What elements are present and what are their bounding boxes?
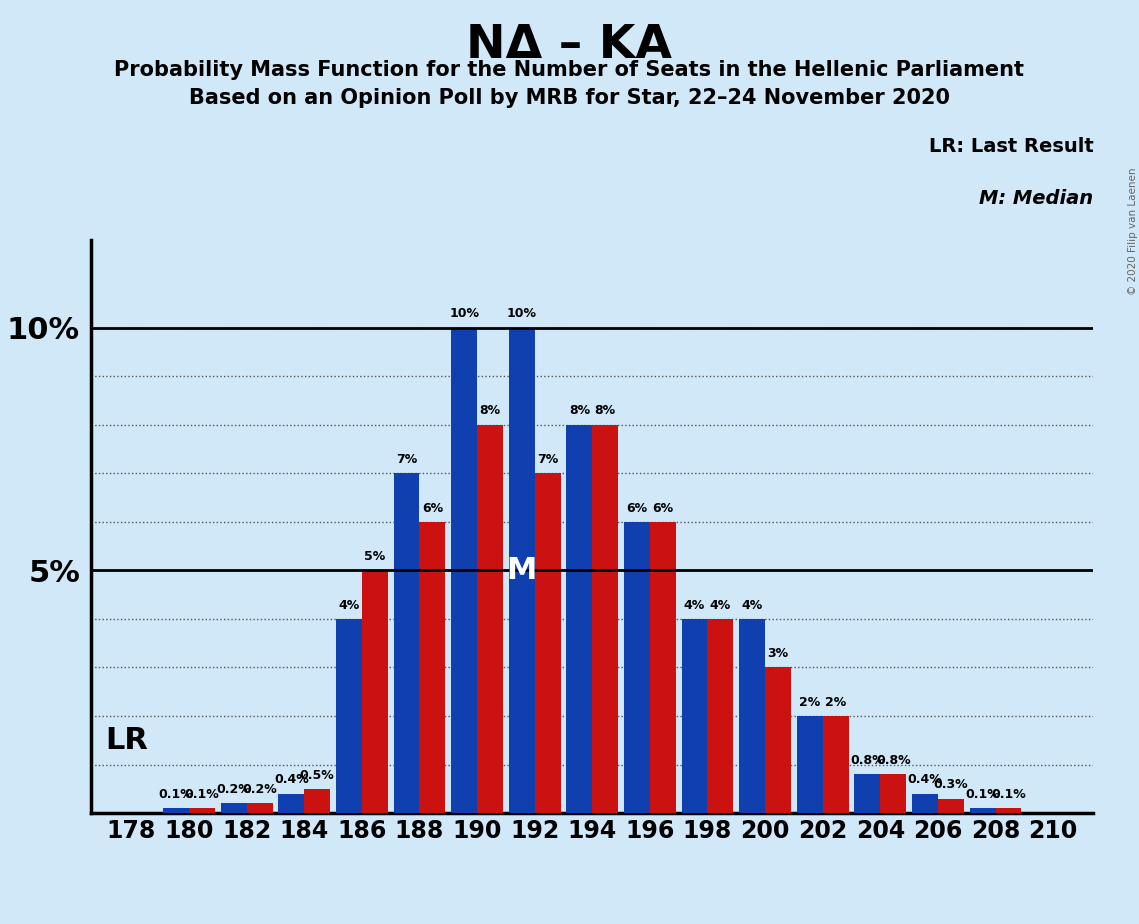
Bar — [304, 789, 330, 813]
Text: 4%: 4% — [338, 599, 360, 612]
Bar — [822, 716, 849, 813]
Text: 5%: 5% — [364, 550, 385, 563]
Text: 0.4%: 0.4% — [908, 773, 942, 786]
Bar — [995, 808, 1022, 813]
Text: 10%: 10% — [449, 308, 480, 321]
Text: 6%: 6% — [421, 502, 443, 515]
Text: LR: Last Result: LR: Last Result — [928, 137, 1093, 156]
Bar — [419, 522, 445, 813]
Bar — [451, 328, 477, 813]
Text: LR: LR — [106, 726, 148, 755]
Text: 8%: 8% — [480, 405, 501, 418]
Text: © 2020 Filip van Laenen: © 2020 Filip van Laenen — [1129, 167, 1138, 295]
Bar — [797, 716, 822, 813]
Text: 4%: 4% — [710, 599, 731, 612]
Text: 2%: 2% — [800, 696, 820, 709]
Bar — [278, 794, 304, 813]
Text: 0.1%: 0.1% — [965, 788, 1000, 801]
Text: 0.4%: 0.4% — [273, 773, 309, 786]
Text: 10%: 10% — [507, 308, 536, 321]
Bar — [566, 425, 592, 813]
Text: 8%: 8% — [595, 405, 616, 418]
Text: 0.8%: 0.8% — [876, 754, 910, 767]
Bar — [681, 619, 707, 813]
Text: 7%: 7% — [536, 453, 558, 466]
Text: 0.1%: 0.1% — [158, 788, 194, 801]
Bar — [650, 522, 675, 813]
Bar — [163, 808, 189, 813]
Bar — [707, 619, 734, 813]
Text: 0.8%: 0.8% — [850, 754, 885, 767]
Text: Probability Mass Function for the Number of Seats in the Hellenic Parliament: Probability Mass Function for the Number… — [115, 60, 1024, 80]
Text: 0.2%: 0.2% — [243, 784, 277, 796]
Bar — [336, 619, 362, 813]
Bar — [394, 473, 419, 813]
Bar — [247, 803, 272, 813]
Text: M: M — [507, 556, 536, 585]
Text: 3%: 3% — [768, 647, 788, 660]
Text: Based on an Opinion Poll by MRB for Star, 22–24 November 2020: Based on an Opinion Poll by MRB for Star… — [189, 88, 950, 108]
Text: M: Median: M: Median — [980, 188, 1093, 208]
Text: 7%: 7% — [396, 453, 417, 466]
Bar — [969, 808, 995, 813]
Text: 0.1%: 0.1% — [185, 788, 220, 801]
Bar — [189, 808, 215, 813]
Text: 6%: 6% — [653, 502, 673, 515]
Text: 0.2%: 0.2% — [216, 784, 251, 796]
Bar — [362, 570, 387, 813]
Text: 2%: 2% — [825, 696, 846, 709]
Text: 0.5%: 0.5% — [300, 769, 335, 782]
Bar — [937, 798, 964, 813]
Bar — [880, 774, 907, 813]
Bar — [477, 425, 503, 813]
Text: 6%: 6% — [626, 502, 647, 515]
Bar — [854, 774, 880, 813]
Bar — [765, 667, 790, 813]
Text: 4%: 4% — [683, 599, 705, 612]
Bar — [592, 425, 618, 813]
Text: 8%: 8% — [568, 405, 590, 418]
Text: 4%: 4% — [741, 599, 763, 612]
Bar — [912, 794, 937, 813]
Bar — [221, 803, 247, 813]
Text: 0.3%: 0.3% — [934, 778, 968, 791]
Text: NΔ – KA: NΔ – KA — [467, 23, 672, 68]
Text: 0.1%: 0.1% — [991, 788, 1026, 801]
Bar — [534, 473, 560, 813]
Bar — [739, 619, 765, 813]
Bar — [624, 522, 650, 813]
Bar — [509, 328, 534, 813]
